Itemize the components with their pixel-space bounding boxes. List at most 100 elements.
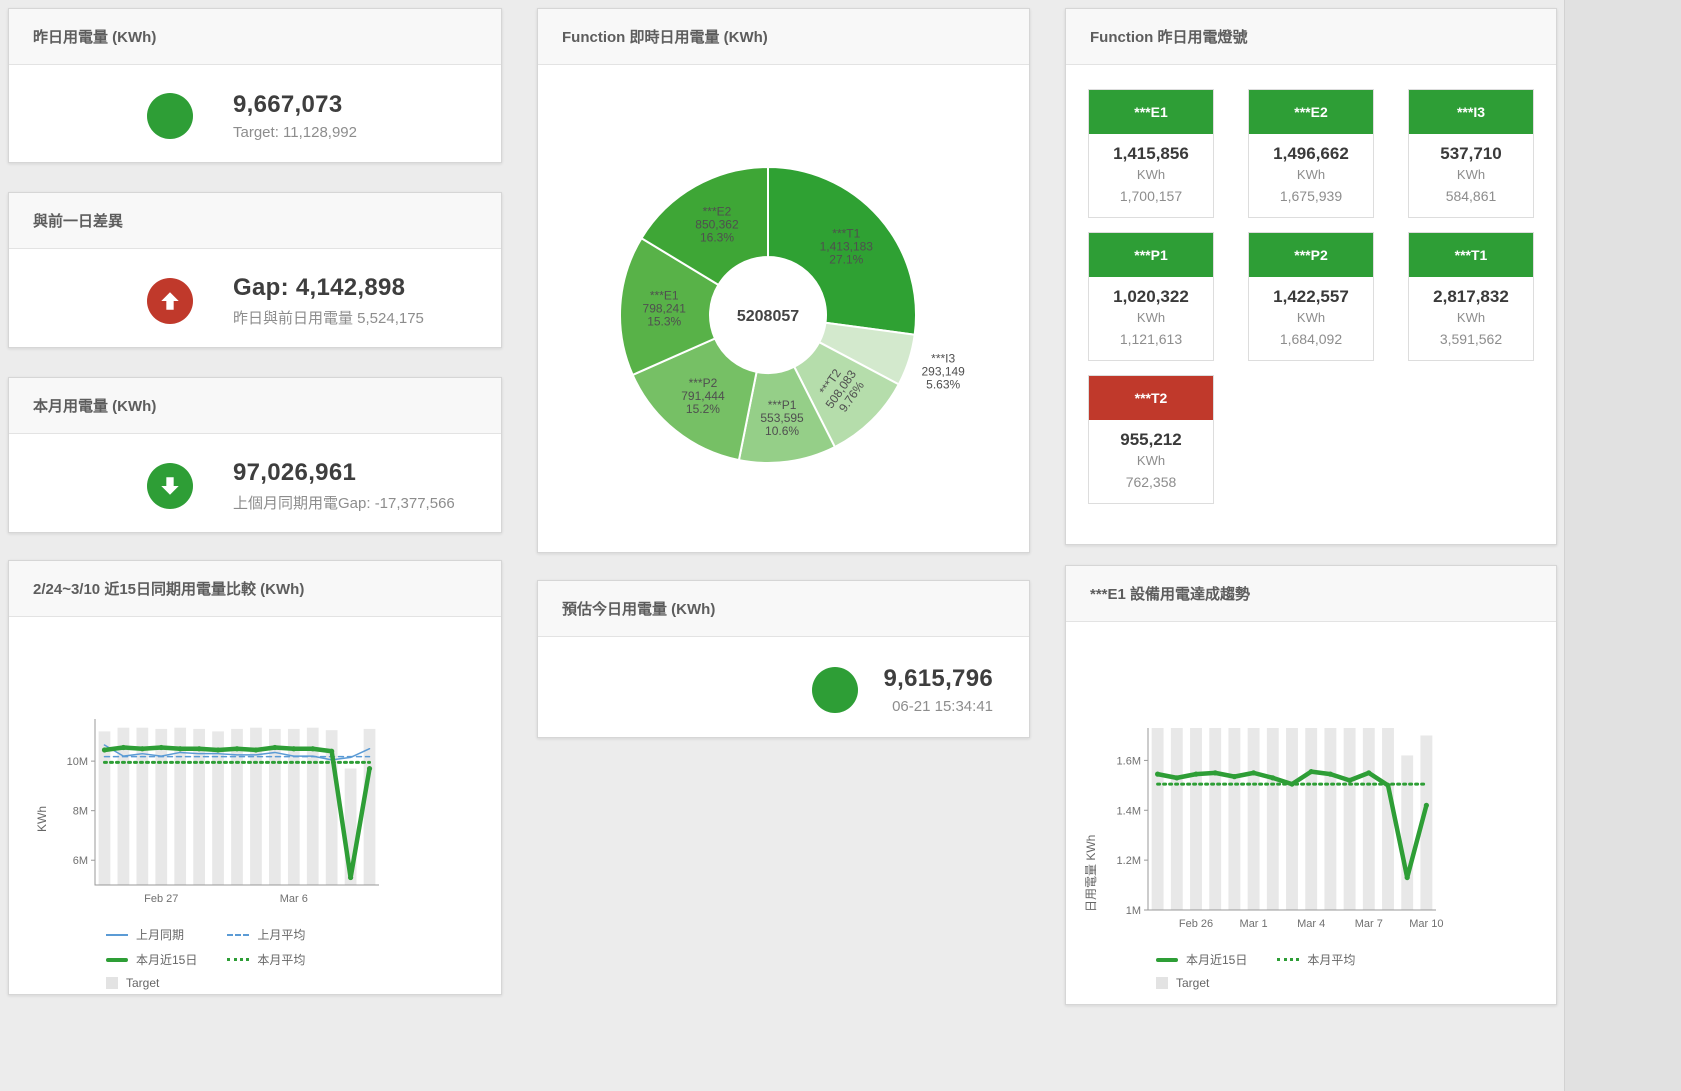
legend-item[interactable]: Target xyxy=(1156,976,1247,990)
tile-unit: KWh xyxy=(1136,167,1166,182)
tile-target: 3,591,562 xyxy=(1439,331,1503,347)
svg-text:10M: 10M xyxy=(67,756,88,768)
kpi-subtitle: Target: 11,128,992 xyxy=(233,124,357,141)
card-today-estimate: 預估今日用電量 (KWh) 9,615,796 06-21 15:34:41 xyxy=(537,580,1030,738)
tile-value: 1,020,322 xyxy=(1113,287,1189,306)
kpi-body: Gap: 4,142,898 昨日與前日用電量 5,524,175 xyxy=(9,249,501,352)
legend-item[interactable]: Target xyxy=(106,976,197,990)
kpi-value: 97,026,961 xyxy=(233,458,357,486)
status-dot-icon xyxy=(811,666,858,713)
status-tile-p2: ***P2 1,422,557 KWh 1,684,092 xyxy=(1248,232,1374,361)
legend-label: 本月平均 xyxy=(1307,953,1356,967)
tile-label: ***T2 xyxy=(1089,376,1213,420)
kpi-subtitle: 上個月同期用電Gap: -17,377,566 xyxy=(233,494,455,512)
kpi-value: 9,615,796 xyxy=(883,664,993,692)
status-tile-t1: ***T1 2,817,832 KWh 3,591,562 xyxy=(1408,232,1534,361)
legend-item[interactable]: 本月平均 xyxy=(227,951,305,968)
card-yesterday-status-lights: Function 昨日用電燈號 ***E1 1,415,856 KWh 1,700,1… xyxy=(1065,8,1557,545)
svg-text:1.2M: 1.2M xyxy=(1117,855,1141,867)
tile-value: 537,710 xyxy=(1440,144,1502,163)
svg-text:Feb 27: Feb 27 xyxy=(144,893,178,905)
card-title-estimate: 預估今日用電量 (KWh) xyxy=(538,581,1029,637)
legend-item[interactable]: 本月近15日 xyxy=(106,951,197,968)
svg-text:8M: 8M xyxy=(73,806,88,818)
svg-text:1.4M: 1.4M xyxy=(1117,805,1141,817)
legend-thick-swatch-icon xyxy=(106,957,128,962)
legend-item[interactable]: 上月同期 xyxy=(106,926,197,943)
legend-label: Target xyxy=(126,976,160,990)
tile-label: ***P2 xyxy=(1249,233,1373,277)
tile-unit: KWh xyxy=(1136,453,1166,468)
tile-target: 584,861 xyxy=(1445,188,1497,204)
legend-label: Target xyxy=(1176,976,1210,990)
svg-text:***T2508,0839.76%: ***T2508,0839.76% xyxy=(812,360,870,419)
tile-unit: KWh xyxy=(1136,310,1166,325)
svg-text:5208057: 5208057 xyxy=(737,308,799,325)
legend-thick-swatch-icon xyxy=(1156,957,1178,962)
y-axis-label: 日用電量 KWh xyxy=(1084,834,1098,912)
tile-value: 1,415,856 xyxy=(1113,144,1189,163)
tile-target: 1,700,157 xyxy=(1119,188,1183,204)
card-yesterday-usage: 昨日用電量 (KWh) 9,667,073 Target: 11,128,992 xyxy=(8,8,502,163)
y-axis-label: KWh xyxy=(35,805,49,832)
svg-text:Mar 1: Mar 1 xyxy=(1240,918,1268,930)
tile-target: 762,358 xyxy=(1125,474,1177,490)
tile-unit: KWh xyxy=(1456,167,1486,182)
arrow-down-icon xyxy=(147,462,193,509)
kpi-body: 9,615,796 06-21 15:34:41 xyxy=(538,637,1029,742)
e1-trend-line-chart: 1M 1.2M 1.4M 1.6M Feb 26 Mar 1 Mar 4 Mar 7 Mar 1… xyxy=(1092,722,1556,943)
card-day-gap: 與前一日差異 Gap: 4,142,898 昨日與前日用電量 5,524,175 xyxy=(8,192,502,348)
card-realtime-usage-donut: Function 即時日用電量 (KWh) ***T1 1,413,183 27.1… xyxy=(537,8,1030,553)
kpi-body: 9,667,073 Target: 11,128,992 xyxy=(9,65,501,167)
chart-legend: 上月同期 上月平均本月近15日 本月平均 Target xyxy=(106,926,501,990)
tile-unit: KWh xyxy=(1296,167,1326,182)
kpi-body: 97,026,961 上個月同期用電Gap: -17,377,566 xyxy=(9,434,501,537)
svg-text:1.6M: 1.6M xyxy=(1117,755,1141,767)
legend-dashed-swatch-icon xyxy=(227,933,250,936)
comparison-line-chart: 6M 8M 10M Feb 27 Mar 6 xyxy=(49,713,501,916)
svg-text:Feb 26: Feb 26 xyxy=(1179,918,1213,930)
card-15day-comparison: 2/24~3/10 近15日同期用電量比較 (KWh) KWh 6M 8M 10M F… xyxy=(8,560,502,995)
card-title-comparison: 2/24~3/10 近15日同期用電量比較 (KWh) xyxy=(9,561,501,617)
arrow-up-icon xyxy=(147,277,193,324)
tile-value: 955,212 xyxy=(1120,430,1182,449)
card-e1-trend: ***E1 設備用電達成趨勢 日用電量 KWh 1M 1.2M 1.4M 1.6M Fe… xyxy=(1065,565,1557,1005)
legend-item[interactable]: 本月平均 xyxy=(1277,951,1355,968)
kpi-value: 9,667,073 xyxy=(233,91,343,118)
status-tile-grid: ***E1 1,415,856 KWh 1,700,157 ***E2 1,496,662… xyxy=(1066,65,1556,528)
realtime-donut-chart: ***T1 1,413,183 27.1% ***I3 293,149 5.63% ***T… xyxy=(538,65,1029,548)
legend-label: 本月平均 xyxy=(257,953,306,967)
svg-text:Mar 6: Mar 6 xyxy=(280,893,308,905)
tile-label: ***E2 xyxy=(1249,90,1373,134)
svg-text:6M: 6M xyxy=(73,855,88,867)
chart-legend: 本月近15日 本月平均 Target xyxy=(1156,951,1556,990)
legend-square-swatch-icon xyxy=(1156,977,1168,989)
svg-text:Mar 10: Mar 10 xyxy=(1409,918,1443,930)
tile-target: 1,121,613 xyxy=(1119,331,1183,347)
card-title-lights: Function 昨日用電燈號 xyxy=(1066,9,1556,65)
tile-label: ***E1 xyxy=(1089,90,1213,134)
legend-item[interactable]: 本月近15日 xyxy=(1156,951,1247,968)
card-title-donut: Function 即時日用電量 (KWh) xyxy=(538,9,1029,65)
tile-value: 1,496,662 xyxy=(1273,144,1349,163)
tile-label: ***T1 xyxy=(1409,233,1533,277)
tile-value: 1,422,557 xyxy=(1273,287,1349,306)
card-title-gap: 與前一日差異 xyxy=(9,193,501,249)
card-month-usage: 本月用電量 (KWh) 97,026,961 上個月同期用電Gap: -17,3… xyxy=(8,377,502,533)
legend-label: 上月同期 xyxy=(136,928,185,942)
tile-value: 2,817,832 xyxy=(1433,287,1509,306)
svg-text:1M: 1M xyxy=(1126,905,1141,917)
legend-item[interactable]: 上月平均 xyxy=(227,926,305,943)
tile-unit: KWh xyxy=(1296,310,1326,325)
tile-target: 1,684,092 xyxy=(1279,331,1343,347)
card-title-trend: ***E1 設備用電達成趨勢 xyxy=(1066,566,1556,622)
svg-text:Mar 4: Mar 4 xyxy=(1297,918,1325,930)
legend-line-swatch-icon xyxy=(106,933,128,936)
tile-label: ***I3 xyxy=(1409,90,1533,134)
legend-label: 本月近15日 xyxy=(1186,953,1248,967)
tile-label: ***P1 xyxy=(1089,233,1213,277)
